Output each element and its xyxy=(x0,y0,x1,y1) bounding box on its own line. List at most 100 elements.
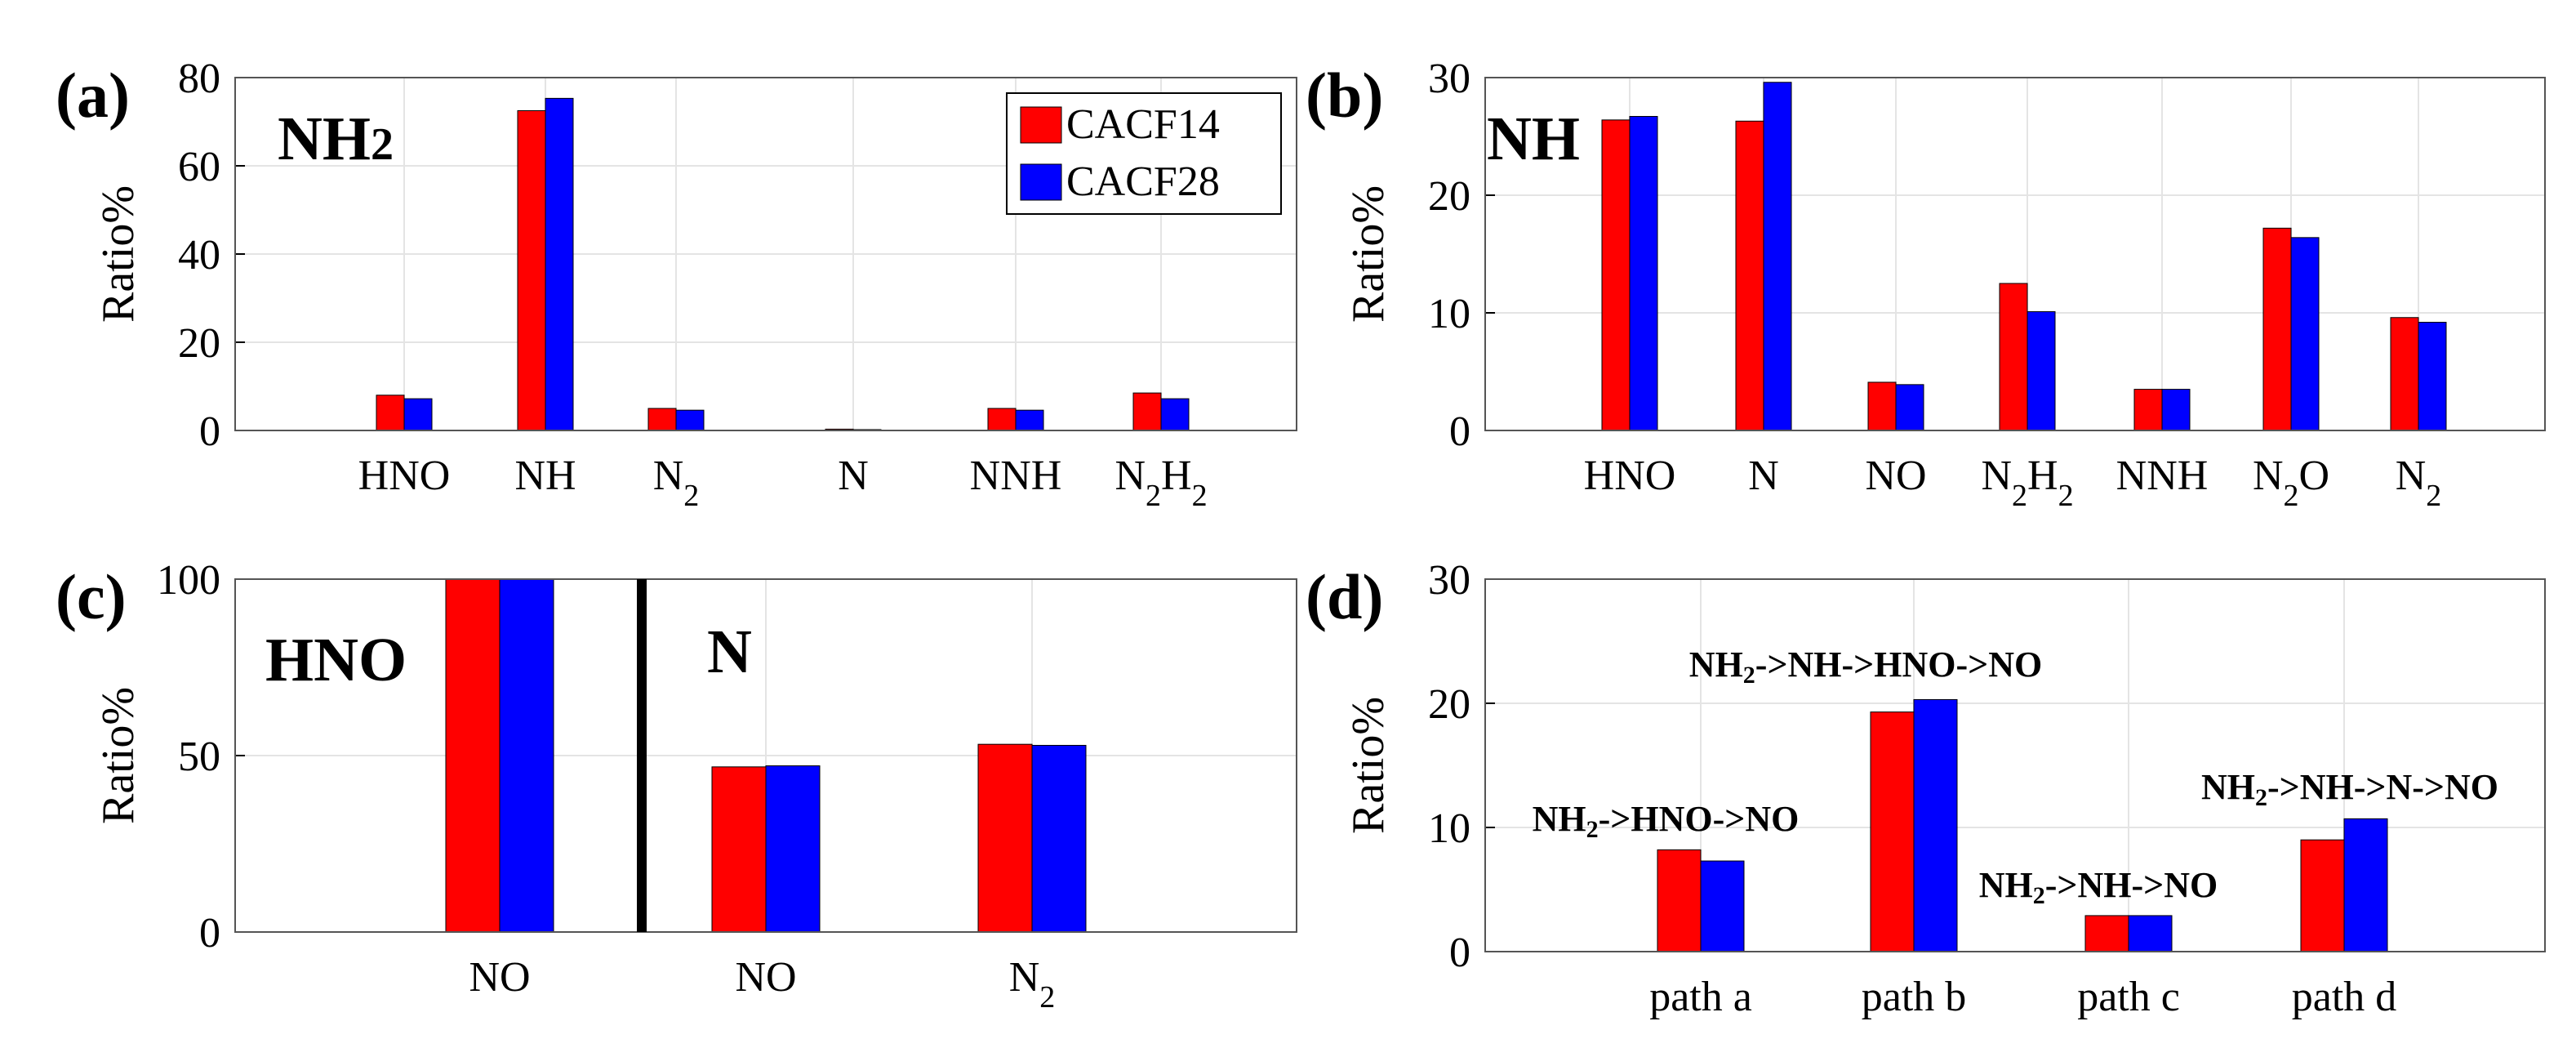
x-tick-label: N2​ xyxy=(2396,453,2442,513)
species-annotation-hno: HNO xyxy=(265,626,407,694)
bar-cacf14-1 xyxy=(517,110,546,431)
bar-cacf28-3 xyxy=(2027,311,2056,431)
x-tick-label: path a xyxy=(1649,974,1752,1020)
y-tick-label: 20 xyxy=(178,320,220,367)
bar-cacf28-1 xyxy=(765,765,821,933)
bar-cacf28-1 xyxy=(1913,698,1958,952)
bar-cacf14-2 xyxy=(977,743,1033,933)
panel-label: (a) xyxy=(56,60,130,131)
bar-cacf28-3 xyxy=(2343,818,2388,952)
bar-cacf28-2 xyxy=(1031,744,1087,933)
bar-cacf14-4 xyxy=(987,408,1017,431)
legend-label-cacf14: CACF14 xyxy=(1066,101,1220,148)
axes-box xyxy=(1484,578,2546,952)
y-tick-label: 100 xyxy=(157,557,220,604)
y-axis-label: Ratio% xyxy=(1343,697,1394,834)
species-annotation-n: N xyxy=(707,618,752,686)
bar-cacf14-2 xyxy=(2084,915,2129,952)
x-tick-label: path c xyxy=(2077,974,2180,1020)
y-axis-label: Ratio% xyxy=(93,687,144,824)
bar-cacf28-6 xyxy=(2418,322,2447,431)
legend-swatch-cacf14 xyxy=(1020,106,1062,144)
x-tick-label: HNO xyxy=(358,453,451,499)
panel-a: 0 20 40 60 80 HNO NH N2​ N NNH N2​H2​ Ratio% (a) NH2 C… xyxy=(56,56,1297,513)
x-tick-label: N2​O xyxy=(2253,453,2329,513)
y-tick-label: 0 xyxy=(1449,930,1470,976)
y-tick-label: 20 xyxy=(1428,173,1470,220)
bar-cacf14-5 xyxy=(1132,392,1162,431)
y-tick-label: 30 xyxy=(1428,557,1470,604)
bar-cacf28-2 xyxy=(675,409,705,431)
y-tick-label: 10 xyxy=(1428,291,1470,337)
bar-cacf28-4 xyxy=(2161,389,2191,431)
legend: CACF14 CACF28 xyxy=(1006,92,1282,215)
bar-cacf14-1 xyxy=(1735,120,1764,431)
x-tick-label: NH xyxy=(514,453,576,499)
x-tick-label: N2​H2​ xyxy=(1114,453,1207,513)
y-tick-label: 0 xyxy=(1449,408,1470,455)
axes-box xyxy=(234,578,1297,933)
legend-swatch-cacf28 xyxy=(1020,163,1062,201)
bar-cacf14-5 xyxy=(2262,227,2292,431)
species-annotation: NH2 xyxy=(278,105,394,173)
bar-cacf28-5 xyxy=(2290,237,2320,431)
species-annotation: NH xyxy=(1487,105,1580,173)
y-tick-label: 20 xyxy=(1428,681,1470,728)
bar-cacf14-0 xyxy=(1657,849,1702,952)
panel-label: (b) xyxy=(1306,60,1383,131)
x-tick-label: N2​ xyxy=(1009,954,1056,1015)
bar-cacf28-2 xyxy=(1895,384,1924,431)
y-axis-label: Ratio% xyxy=(1343,185,1394,323)
x-tick-label: NO xyxy=(735,954,796,1001)
bar-cacf14-1 xyxy=(1870,711,1915,952)
x-tick-label: N xyxy=(838,453,869,499)
y-tick-label: 10 xyxy=(1428,805,1470,852)
legend-label-cacf28: CACF28 xyxy=(1066,158,1220,205)
x-tick-label: NO xyxy=(1865,453,1926,499)
path-annotation-1: NH2->NH->HNO->NO xyxy=(1689,644,2042,689)
x-tick-label: path b xyxy=(1862,974,1967,1020)
y-tick-label: 0 xyxy=(199,408,220,455)
bar-cacf28-4 xyxy=(1015,409,1044,431)
panel-label: (c) xyxy=(56,561,127,632)
panel-b: 0 10 20 30 HNO N NO N2​H2​ NNH N2​O N2​ Ratio% (b) NH xyxy=(1306,56,2546,513)
bar-cacf28-0 xyxy=(1629,116,1658,431)
y-tick-label: 40 xyxy=(178,232,220,279)
panel-label: (d) xyxy=(1306,561,1383,632)
bar-cacf14-2 xyxy=(1867,381,1897,431)
bar-cacf28-5 xyxy=(1160,398,1190,431)
bar-cacf28-0 xyxy=(1700,860,1745,952)
bar-cacf28-1 xyxy=(1763,82,1792,431)
y-tick-label: 80 xyxy=(178,56,220,102)
bar-cacf28-0 xyxy=(403,398,433,431)
x-tick-label: NO xyxy=(469,954,530,1001)
bar-cacf14-1 xyxy=(711,766,767,933)
y-tick-label: 60 xyxy=(178,144,220,190)
y-axis-label: Ratio% xyxy=(93,185,144,323)
bar-cacf14-0 xyxy=(1601,119,1631,431)
x-tick-label: N2​H2​ xyxy=(1981,453,2073,513)
y-tick-label: 50 xyxy=(178,734,220,780)
x-tick-label: NNH xyxy=(970,453,1062,499)
bar-cacf14-0 xyxy=(376,395,405,431)
x-tick-label: N2​ xyxy=(653,453,700,513)
axes-box xyxy=(234,77,1297,431)
panel-c: 0 50 100 NO NO N2​ Ratio% (c) HNO N xyxy=(56,557,1297,1015)
bar-cacf14-6 xyxy=(2390,317,2419,431)
x-tick-label: path d xyxy=(2292,974,2397,1020)
y-tick-label: 0 xyxy=(199,910,220,957)
path-annotation-3: NH2->NH->N->NO xyxy=(2201,767,2498,811)
x-tick-label: NNH xyxy=(2116,453,2209,499)
bar-cacf28-1 xyxy=(545,97,574,431)
bar-cacf28-2 xyxy=(2128,915,2173,952)
x-tick-label: HNO xyxy=(1584,453,1676,499)
bar-cacf14-4 xyxy=(2133,389,2163,431)
bar-cacf14-3 xyxy=(1999,283,2028,431)
axes-box xyxy=(1484,77,2546,431)
path-annotation-0: NH2->HNO->NO xyxy=(1533,799,1800,843)
bar-cacf14-2 xyxy=(647,408,677,431)
path-annotation-2: NH2->NH->NO xyxy=(1979,865,2218,909)
panel-d: 0 10 20 30 path a path b path c path d Ratio% (d)… xyxy=(1306,557,2546,1020)
bar-cacf14-0 xyxy=(445,578,501,933)
